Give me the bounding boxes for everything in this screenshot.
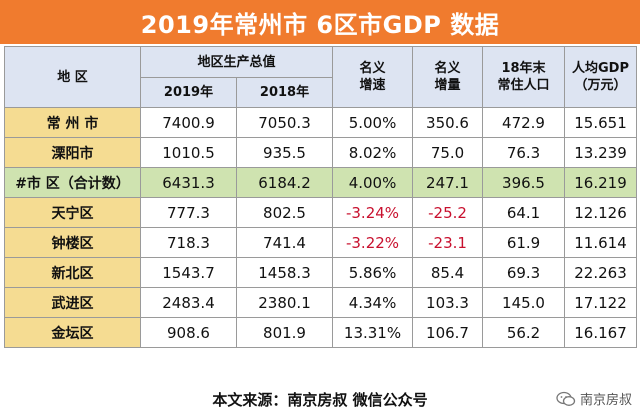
- cell-gdp2018: 802.5: [235, 197, 334, 228]
- header-resident-pop: 18年末 常住人口: [482, 46, 566, 108]
- cell-gdp2019: 7400.9: [140, 107, 237, 138]
- cell-per-capita: 22.263: [564, 257, 638, 288]
- header-year-2019: 2019年: [140, 77, 237, 108]
- watermark-text: 南京房叔: [579, 393, 632, 408]
- cell-growth: 4.34%: [332, 287, 414, 318]
- cell-pop: 69.3: [482, 257, 566, 288]
- cell-increase: -25.2: [412, 197, 484, 228]
- cell-region: 金坛区: [4, 317, 141, 348]
- cell-region: 常 州 市: [4, 107, 141, 138]
- cell-gdp2019: 1543.7: [140, 257, 237, 288]
- cell-gdp2018: 2380.1: [235, 287, 334, 318]
- page-title: 2019年常州市 6区市GDP 数据: [140, 10, 500, 39]
- cell-pop: 56.2: [482, 317, 566, 348]
- cell-gdp2018: 935.5: [235, 137, 334, 168]
- header-region: 地 区: [4, 46, 141, 108]
- cell-region: 溧阳市: [4, 137, 141, 168]
- table-row: 钟楼区 718.3 741.4 -3.22% -23.1 61.9 11.614: [4, 227, 638, 258]
- cell-per-capita: 16.219: [564, 167, 638, 198]
- table-row: #市 区（合计数） 6431.3 6184.2 4.00% 247.1 396.5 16.2…: [4, 167, 638, 198]
- cell-increase: -23.1: [412, 227, 484, 258]
- cell-gdp2018: 7050.3: [235, 107, 334, 138]
- gdp-table: 地 区 地区生产总值 名义 增速 名义 增量 18年末 常住人口 人均GDP （…: [4, 46, 638, 348]
- cell-growth: 5.86%: [332, 257, 414, 288]
- cell-gdp2019: 718.3: [140, 227, 237, 258]
- cell-gdp2018: 1458.3: [235, 257, 334, 288]
- cell-increase: 85.4: [412, 257, 484, 288]
- cell-gdp2018: 6184.2: [235, 167, 334, 198]
- cell-pop: 472.9: [482, 107, 566, 138]
- footer-text: 本文来源：南京房叔 微信公众号: [212, 391, 428, 409]
- table-row: 天宁区 777.3 802.5 -3.24% -25.2 64.1 12.126: [4, 197, 638, 228]
- cell-region: #市 区（合计数）: [4, 167, 141, 198]
- cell-increase: 350.6: [412, 107, 484, 138]
- cell-growth: 5.00%: [332, 107, 414, 138]
- cell-per-capita: 11.614: [564, 227, 638, 258]
- cell-pop: 396.5: [482, 167, 566, 198]
- wechat-icon: [556, 391, 576, 406]
- cell-increase: 247.1: [412, 167, 484, 198]
- title-banner: 2019年常州市 6区市GDP 数据: [0, 0, 640, 44]
- source-footer: 本文来源：南京房叔 微信公众号: [0, 385, 640, 414]
- cell-growth: 4.00%: [332, 167, 414, 198]
- header-nominal-growth: 名义 增速: [332, 46, 414, 108]
- cell-gdp2018: 801.9: [235, 317, 334, 348]
- cell-growth: 8.02%: [332, 137, 414, 168]
- watermark: 南京房叔: [556, 389, 632, 408]
- cell-pop: 61.9: [482, 227, 566, 258]
- cell-per-capita: 17.122: [564, 287, 638, 318]
- cell-pop: 145.0: [482, 287, 566, 318]
- cell-increase: 103.3: [412, 287, 484, 318]
- cell-pop: 76.3: [482, 137, 566, 168]
- cell-increase: 75.0: [412, 137, 484, 168]
- header-year-2018: 2018年: [235, 77, 334, 108]
- cell-gdp2019: 1010.5: [140, 137, 237, 168]
- table-row: 金坛区 908.6 801.9 13.31% 106.7 56.2 16.167: [4, 317, 638, 348]
- cell-pop: 64.1: [482, 197, 566, 228]
- cell-gdp2019: 908.6: [140, 317, 237, 348]
- table-row: 常 州 市 7400.9 7050.3 5.00% 350.6 472.9 15.651: [4, 107, 638, 138]
- table-row: 新北区 1543.7 1458.3 5.86% 85.4 69.3 22.263: [4, 257, 638, 288]
- cell-region: 武进区: [4, 287, 141, 318]
- cell-per-capita: 12.126: [564, 197, 638, 228]
- cell-region: 新北区: [4, 257, 141, 288]
- cell-per-capita: 13.239: [564, 137, 638, 168]
- cell-increase: 106.7: [412, 317, 484, 348]
- cell-per-capita: 15.651: [564, 107, 638, 138]
- cell-growth: -3.24%: [332, 197, 414, 228]
- header-per-capita-gdp: 人均GDP （万元）: [564, 46, 638, 108]
- cell-growth: -3.22%: [332, 227, 414, 258]
- cell-region: 钟楼区: [4, 227, 141, 258]
- table-row: 溧阳市 1010.5 935.5 8.02% 75.0 76.3 13.239: [4, 137, 638, 168]
- cell-gdp2019: 777.3: [140, 197, 237, 228]
- header-nominal-increase: 名义 增量: [412, 46, 484, 108]
- cell-per-capita: 16.167: [564, 317, 638, 348]
- cell-gdp2019: 2483.4: [140, 287, 237, 318]
- header-gdp-group: 地区生产总值: [139, 46, 334, 78]
- table-row: 武进区 2483.4 2380.1 4.34% 103.3 145.0 17.122: [4, 287, 638, 318]
- cell-gdp2018: 741.4: [235, 227, 334, 258]
- cell-gdp2019: 6431.3: [140, 167, 237, 198]
- cell-region: 天宁区: [4, 197, 141, 228]
- cell-growth: 13.31%: [332, 317, 414, 348]
